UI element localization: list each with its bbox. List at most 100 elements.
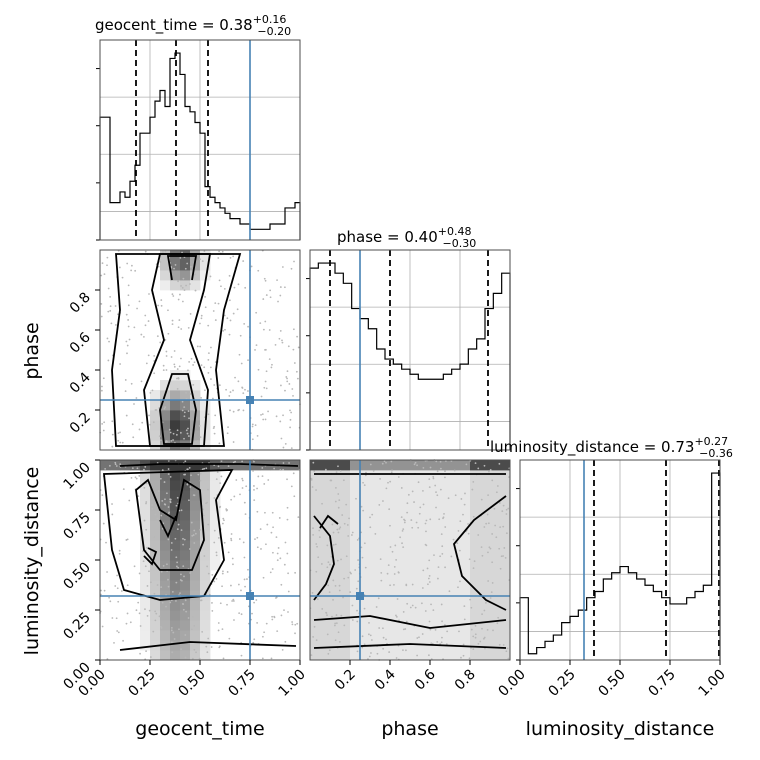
density-cell bbox=[180, 540, 191, 551]
density-cell bbox=[330, 600, 341, 611]
sample-point bbox=[213, 529, 216, 532]
sample-point bbox=[289, 426, 291, 429]
density-cell bbox=[350, 530, 361, 541]
sample-point bbox=[337, 493, 340, 495]
density-cell bbox=[210, 480, 221, 491]
sample-point bbox=[356, 650, 359, 653]
sample-point bbox=[187, 617, 190, 619]
density-cell bbox=[180, 390, 191, 401]
sample-point bbox=[332, 543, 335, 546]
sample-point bbox=[264, 418, 267, 421]
sample-point bbox=[186, 468, 189, 471]
density-cell bbox=[420, 630, 431, 641]
contour-line bbox=[135, 478, 205, 571]
sample-point bbox=[176, 528, 179, 531]
sample-point bbox=[483, 526, 486, 528]
sample-point bbox=[380, 579, 383, 582]
density-cell bbox=[190, 480, 201, 491]
density-cell bbox=[210, 550, 221, 561]
density-cell bbox=[490, 620, 501, 631]
sample-point bbox=[368, 655, 371, 658]
density-cell bbox=[440, 550, 451, 561]
sample-point bbox=[111, 433, 114, 436]
sample-point bbox=[427, 654, 430, 657]
sample-point bbox=[143, 468, 145, 471]
sample-point bbox=[117, 631, 120, 634]
sample-point bbox=[180, 529, 183, 532]
sample-point bbox=[458, 630, 460, 633]
sample-point bbox=[172, 631, 175, 634]
density-cell bbox=[480, 480, 491, 491]
sample-point bbox=[252, 641, 255, 644]
sample-point bbox=[378, 627, 381, 629]
sample-point bbox=[369, 463, 372, 466]
density-cell bbox=[160, 630, 171, 641]
density-cell bbox=[190, 470, 201, 481]
sample-point bbox=[382, 500, 384, 502]
sample-point bbox=[240, 654, 243, 657]
density-cell bbox=[350, 620, 361, 631]
sample-point bbox=[183, 437, 185, 440]
sample-point bbox=[386, 572, 389, 575]
sample-point bbox=[111, 503, 113, 505]
sample-point bbox=[184, 634, 187, 636]
sample-point bbox=[388, 651, 391, 653]
sample-point bbox=[196, 439, 199, 442]
sample-point bbox=[506, 647, 509, 650]
sample-point bbox=[268, 329, 271, 331]
sample-point bbox=[214, 302, 217, 305]
sample-point bbox=[146, 585, 149, 587]
density-cell bbox=[170, 270, 181, 281]
sample-point bbox=[154, 610, 157, 613]
xtick-phase: 0.6 bbox=[412, 666, 439, 693]
sample-point bbox=[196, 345, 199, 348]
xtick-phase: 0.2 bbox=[332, 667, 359, 694]
sample-point bbox=[474, 624, 477, 627]
sample-point bbox=[232, 389, 234, 392]
sample-point bbox=[354, 569, 357, 571]
sample-point bbox=[213, 432, 216, 435]
density-luminosity-distance-vs-geocent-time bbox=[99, 459, 301, 661]
sample-point bbox=[326, 566, 329, 569]
sample-point bbox=[103, 421, 106, 424]
sample-point bbox=[251, 423, 254, 426]
sample-point bbox=[102, 522, 105, 525]
sample-point bbox=[186, 483, 189, 486]
sample-point bbox=[149, 391, 152, 394]
sample-point bbox=[157, 490, 160, 492]
density-cell bbox=[480, 490, 491, 501]
sample-point bbox=[432, 477, 435, 480]
sample-point bbox=[220, 460, 223, 462]
sample-point bbox=[343, 522, 346, 525]
sample-point bbox=[311, 592, 314, 594]
sample-point bbox=[193, 542, 196, 544]
density-cell bbox=[100, 460, 111, 471]
density-cell bbox=[440, 600, 451, 611]
sample-point bbox=[160, 625, 162, 628]
sample-point bbox=[241, 477, 244, 480]
sample-point bbox=[143, 519, 146, 522]
sample-point bbox=[424, 522, 427, 525]
sample-point bbox=[402, 611, 405, 613]
sample-point bbox=[145, 501, 148, 503]
sample-point bbox=[203, 555, 206, 557]
density-cell bbox=[480, 640, 491, 651]
density-cell bbox=[220, 460, 231, 471]
sample-point bbox=[421, 633, 424, 635]
density-cell bbox=[330, 530, 341, 541]
sample-point bbox=[375, 606, 378, 608]
density-cell bbox=[320, 600, 331, 611]
sample-point bbox=[165, 355, 168, 357]
sample-point bbox=[148, 293, 150, 295]
density-cell bbox=[480, 540, 491, 551]
sample-point bbox=[130, 476, 133, 479]
sample-point bbox=[474, 633, 477, 636]
density-cell bbox=[150, 580, 161, 591]
sample-point bbox=[176, 496, 179, 499]
sample-point bbox=[244, 513, 247, 516]
density-cell bbox=[170, 570, 181, 581]
sample-point bbox=[428, 486, 431, 489]
sample-point bbox=[390, 471, 393, 474]
sample-point bbox=[117, 600, 120, 603]
sample-point bbox=[205, 502, 207, 505]
